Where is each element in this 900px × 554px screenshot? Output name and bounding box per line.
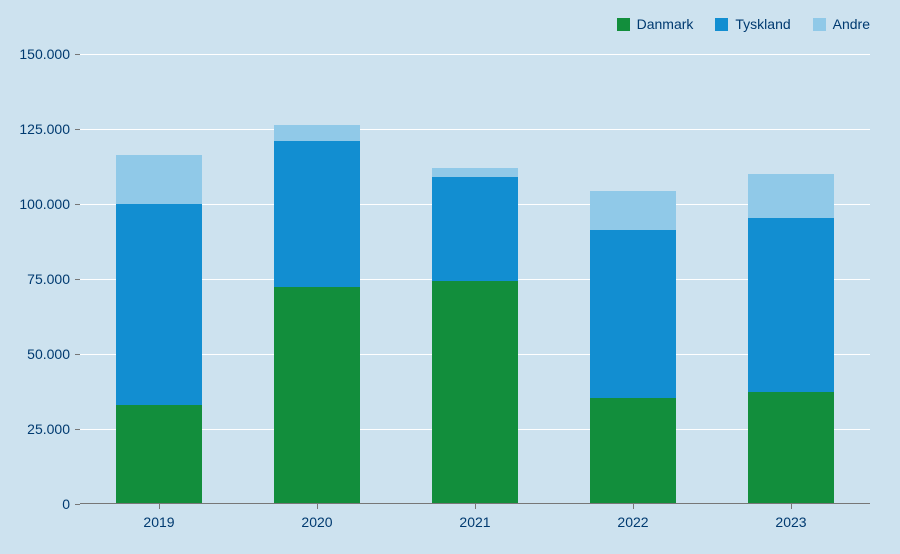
stacked-bar-chart: Danmark Tyskland Andre 025.00050.00075.0… bbox=[0, 0, 900, 554]
y-tick-label: 100.000 bbox=[19, 196, 70, 212]
y-tick-label: 125.000 bbox=[19, 121, 70, 137]
x-tick-mark bbox=[159, 504, 160, 509]
legend-swatch-danmark bbox=[617, 18, 630, 31]
legend: Danmark Tyskland Andre bbox=[617, 16, 870, 32]
x-tick-label: 2023 bbox=[775, 514, 806, 530]
x-tick-mark bbox=[633, 504, 634, 509]
y-tick-label: 150.000 bbox=[19, 46, 70, 62]
legend-item-danmark: Danmark bbox=[617, 16, 694, 32]
bar-segment-tyskland bbox=[590, 230, 677, 398]
bar-segment-andre bbox=[274, 125, 361, 142]
bar-segment-andre bbox=[590, 191, 677, 230]
legend-label-tyskland: Tyskland bbox=[735, 16, 790, 32]
bars bbox=[80, 54, 870, 504]
x-tick-mark bbox=[475, 504, 476, 509]
legend-label-andre: Andre bbox=[833, 16, 870, 32]
y-tick-label: 0 bbox=[62, 496, 70, 512]
x-tick-mark bbox=[791, 504, 792, 509]
x-tick-label: 2020 bbox=[301, 514, 332, 530]
x-tick-label: 2022 bbox=[617, 514, 648, 530]
x-tick-label: 2019 bbox=[143, 514, 174, 530]
y-tick-mark bbox=[75, 504, 80, 505]
y-tick-label: 75.000 bbox=[27, 271, 70, 287]
y-tick-label: 25.000 bbox=[27, 421, 70, 437]
bar-segment-danmark bbox=[274, 287, 361, 505]
bar-segment-tyskland bbox=[432, 177, 519, 281]
plot-area: 025.00050.00075.000100.000125.000150.000… bbox=[80, 54, 870, 504]
legend-swatch-tyskland bbox=[715, 18, 728, 31]
bar-segment-andre bbox=[116, 155, 203, 205]
bar-segment-tyskland bbox=[274, 141, 361, 287]
x-tick-label: 2021 bbox=[459, 514, 490, 530]
bar-segment-danmark bbox=[432, 281, 519, 505]
bar-segment-andre bbox=[748, 174, 835, 218]
bar-segment-danmark bbox=[116, 405, 203, 504]
legend-item-tyskland: Tyskland bbox=[715, 16, 790, 32]
bar-segment-danmark bbox=[748, 392, 835, 505]
legend-swatch-andre bbox=[813, 18, 826, 31]
bar-segment-tyskland bbox=[116, 204, 203, 405]
legend-label-danmark: Danmark bbox=[637, 16, 694, 32]
y-tick-label: 50.000 bbox=[27, 346, 70, 362]
bar-segment-danmark bbox=[590, 398, 677, 505]
bar-segment-tyskland bbox=[748, 218, 835, 392]
bar-segment-andre bbox=[432, 168, 519, 177]
legend-item-andre: Andre bbox=[813, 16, 870, 32]
x-tick-mark bbox=[317, 504, 318, 509]
